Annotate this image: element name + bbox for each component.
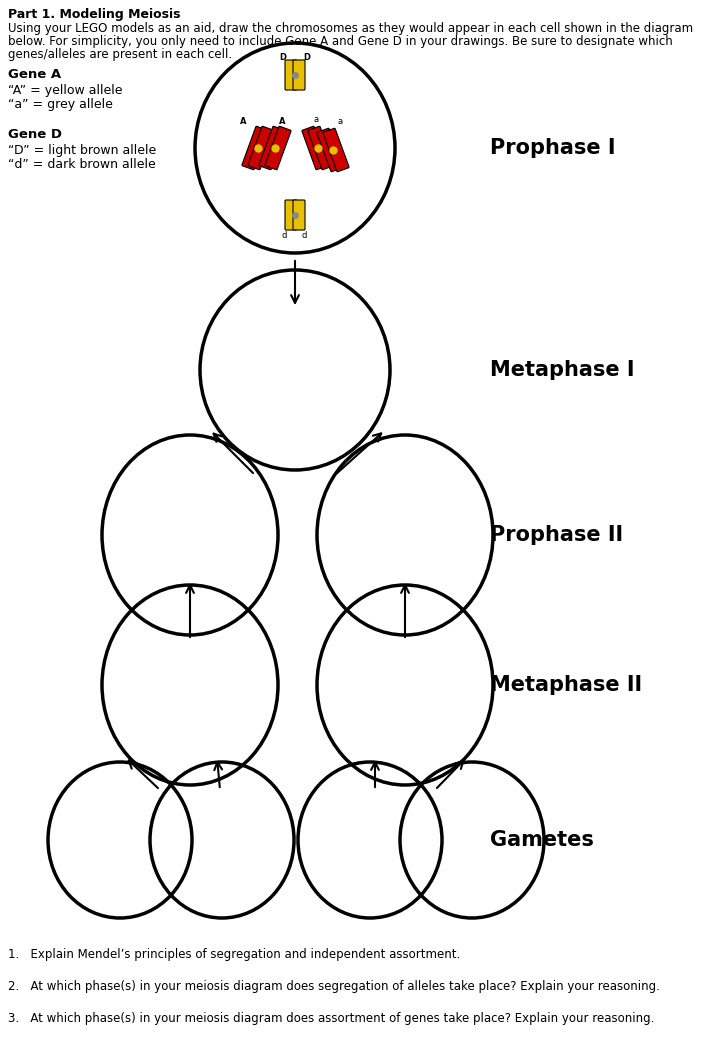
FancyBboxPatch shape [302, 127, 328, 170]
Text: Prophase II: Prophase II [490, 525, 623, 545]
Text: Gene D: Gene D [8, 128, 62, 141]
Text: d: d [281, 230, 287, 239]
FancyBboxPatch shape [293, 60, 305, 90]
FancyBboxPatch shape [317, 129, 343, 172]
Text: Metaphase I: Metaphase I [490, 360, 635, 380]
Text: D: D [303, 53, 310, 61]
FancyBboxPatch shape [285, 200, 297, 230]
FancyBboxPatch shape [242, 127, 268, 170]
Text: Prophase I: Prophase I [490, 138, 616, 158]
Text: 2.   At which phase(s) in your meiosis diagram does segregation of alleles take : 2. At which phase(s) in your meiosis dia… [8, 980, 660, 993]
Text: A: A [240, 117, 246, 127]
Text: “a” = grey allele: “a” = grey allele [8, 98, 113, 111]
Text: “d” = dark brown allele: “d” = dark brown allele [8, 158, 156, 171]
Text: “A” = yellow allele: “A” = yellow allele [8, 84, 123, 97]
Text: Using your LEGO models as an aid, draw the chromosomes as they would appear in e: Using your LEGO models as an aid, draw t… [8, 22, 693, 35]
FancyBboxPatch shape [259, 127, 285, 170]
Text: “D” = light brown allele: “D” = light brown allele [8, 143, 156, 157]
Text: d: d [301, 230, 306, 239]
FancyBboxPatch shape [248, 127, 274, 170]
FancyBboxPatch shape [285, 60, 297, 90]
Text: Part 1. Modeling Meiosis: Part 1. Modeling Meiosis [8, 8, 181, 21]
Text: Gametes: Gametes [490, 830, 594, 850]
FancyBboxPatch shape [265, 127, 291, 170]
FancyBboxPatch shape [323, 129, 349, 172]
FancyBboxPatch shape [308, 127, 334, 170]
Text: genes/alleles are present in each cell.: genes/alleles are present in each cell. [8, 47, 232, 61]
Text: Gene A: Gene A [8, 68, 61, 81]
Text: Metaphase II: Metaphase II [490, 675, 642, 695]
Text: 3.   At which phase(s) in your meiosis diagram does assortment of genes take pla: 3. At which phase(s) in your meiosis dia… [8, 1012, 654, 1025]
Text: a: a [337, 117, 342, 127]
FancyBboxPatch shape [293, 200, 305, 230]
Text: a: a [313, 115, 318, 124]
Text: 1.   Explain Mendel’s principles of segregation and independent assortment.: 1. Explain Mendel’s principles of segreg… [8, 948, 460, 961]
Text: below. For simplicity, you only need to include Gene A and Gene D in your drawin: below. For simplicity, you only need to … [8, 35, 673, 47]
Text: D: D [279, 53, 286, 61]
Text: A: A [279, 117, 285, 127]
